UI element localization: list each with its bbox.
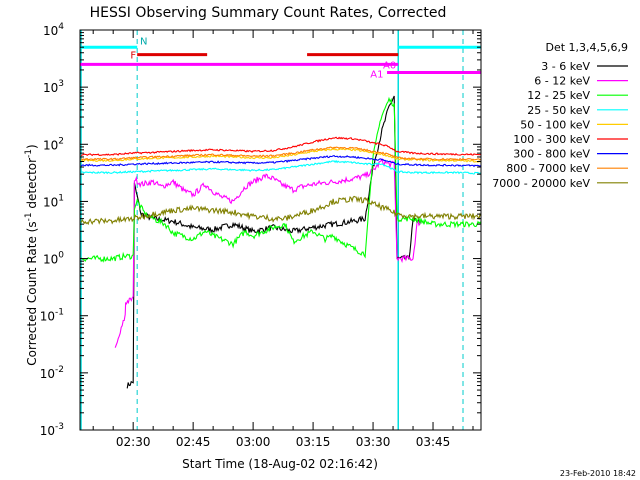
series-line-1 — [114, 157, 422, 348]
legend-label-0: 3 - 6 keV — [541, 60, 590, 73]
chart-title: HESSI Observing Summary Count Rates, Cor… — [90, 5, 447, 21]
legend-label-6: 300 - 800 keV — [513, 148, 590, 161]
legend-label-5: 100 - 300 keV — [513, 133, 590, 146]
series-line-4 — [80, 147, 482, 163]
x-tick-label-4: 03:30 — [356, 435, 391, 449]
ticks-layer: 10-3 10-2 10-1 100 101 102 103 104 02:30 02:45 03:… — [40, 22, 481, 449]
series-line-0 — [126, 95, 422, 389]
background-layer — [80, 30, 464, 430]
x-axis-label: Start Time (18-Aug-02 02:16:42) — [182, 457, 378, 471]
y-tick-label-6: 103 — [43, 79, 64, 95]
plot-frame — [79, 29, 482, 431]
footer-timestamp: 23-Feb-2010 18:42 — [560, 469, 636, 478]
y-axis-label-sup2: -1 — [24, 149, 34, 158]
x-tick-label-1: 02:45 — [176, 435, 211, 449]
y-tick-label-3: 100 — [43, 251, 64, 267]
series-line-3 — [81, 159, 482, 175]
y-axis-label: Corrected Count Rate (s-1 detector-1) — [24, 144, 39, 365]
y-axis-label-main: Corrected Count Rate (s — [25, 221, 39, 365]
y-tick-label-4: 101 — [43, 193, 64, 209]
bar-label-a0: A0 — [383, 60, 396, 71]
series-layer — [80, 95, 482, 389]
y-tick-label-5: 102 — [43, 136, 64, 152]
y-axis-label-end: ) — [25, 144, 39, 149]
legend-label-7: 800 - 7000 keV — [506, 162, 590, 175]
y-tick-label-2: 10-1 — [40, 308, 64, 324]
series-line-8 — [80, 195, 482, 226]
legend-label-4: 50 - 100 keV — [520, 118, 590, 131]
series-line-6 — [80, 154, 482, 168]
bar-label-f: F — [130, 51, 136, 62]
y-tick-label-7: 104 — [43, 22, 64, 38]
x-tick-label-0: 02:30 — [116, 435, 151, 449]
x-tick-label-2: 03:00 — [236, 435, 271, 449]
legend-label-8: 7000 - 20000 keV — [492, 177, 590, 190]
series-line-5 — [80, 136, 481, 157]
series-line-7 — [80, 146, 482, 161]
legend-title: Det 1,3,4,5,6,9 — [545, 41, 628, 54]
series-line-2 — [80, 96, 482, 263]
x-tick-label-3: 03:15 — [296, 435, 331, 449]
y-tick-label-1: 10-2 — [40, 365, 64, 381]
y-axis-label-mid: detector — [25, 158, 39, 213]
bar-label-a1: A1 — [370, 69, 383, 80]
y-tick-label-0: 10-3 — [40, 422, 64, 438]
legend-label-3: 25 - 50 keV — [527, 104, 590, 117]
y-axis-label-sup: -1 — [24, 212, 34, 221]
legend-label-1: 6 - 12 keV — [534, 75, 590, 88]
legend-label-2: 12 - 25 keV — [527, 89, 590, 102]
bar-label-n: N — [140, 37, 147, 48]
x-tick-label-5: 03:45 — [416, 435, 451, 449]
